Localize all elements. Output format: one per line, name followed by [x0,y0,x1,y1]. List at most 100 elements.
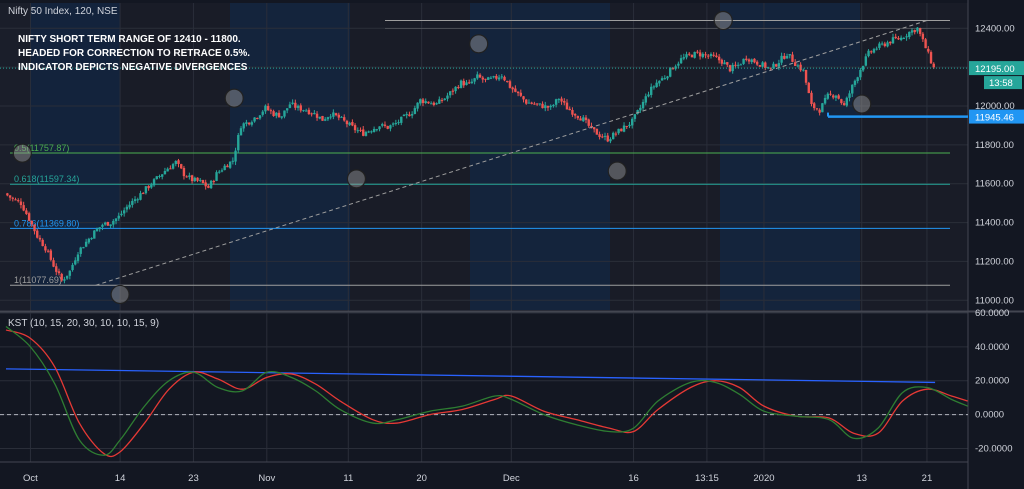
candle[interactable] [870,51,873,53]
candle[interactable] [663,78,666,80]
candle[interactable] [41,239,44,247]
candle[interactable] [701,53,705,58]
candle[interactable] [98,227,101,230]
candle[interactable] [853,80,857,85]
candle[interactable] [818,109,821,113]
candle[interactable] [128,204,131,208]
candle[interactable] [150,184,153,188]
candle[interactable] [408,114,411,117]
candle[interactable] [63,279,66,281]
candle[interactable] [709,54,713,57]
candle[interactable] [402,114,406,117]
candle[interactable] [220,170,224,172]
candle[interactable] [791,54,794,62]
candle[interactable] [886,42,889,47]
candle[interactable] [185,176,188,178]
candle[interactable] [856,77,859,82]
candle[interactable] [299,105,302,111]
candle[interactable] [391,123,395,125]
candle[interactable] [641,101,645,109]
support-tag[interactable] [969,109,1024,124]
candle[interactable] [595,128,599,135]
drawing-marker[interactable] [110,284,130,305]
candle[interactable] [815,108,819,110]
candle[interactable] [712,54,715,56]
candle[interactable] [484,78,487,80]
candle[interactable] [109,224,112,226]
candle[interactable] [707,55,710,57]
candle[interactable] [549,105,552,108]
candle[interactable] [497,77,501,80]
candle[interactable] [65,275,69,279]
candle[interactable] [421,99,425,104]
candle[interactable] [832,95,835,98]
candle[interactable] [30,220,34,225]
candle[interactable] [261,111,264,115]
candle[interactable] [19,201,23,206]
candle[interactable] [747,59,751,62]
candle[interactable] [666,76,669,79]
candle[interactable] [76,254,80,261]
candle[interactable] [745,58,748,60]
candle[interactable] [690,54,694,58]
candle[interactable] [218,171,221,173]
candle[interactable] [467,82,471,84]
candle[interactable] [416,102,419,109]
candle[interactable] [87,238,91,243]
candle[interactable] [193,177,197,181]
candle[interactable] [324,119,327,121]
candle[interactable] [465,82,468,86]
candle[interactable] [343,117,346,121]
candle[interactable] [457,87,460,89]
candle[interactable] [27,213,31,221]
candle[interactable] [68,270,72,276]
candle[interactable] [527,102,531,104]
candle[interactable] [446,95,449,99]
candle[interactable] [302,110,305,112]
candle[interactable] [650,86,653,95]
candle[interactable] [802,69,805,71]
candle[interactable] [378,126,381,130]
candle[interactable] [780,55,783,63]
candle[interactable] [307,109,311,115]
candle[interactable] [859,69,862,78]
candle[interactable] [250,122,254,125]
candle[interactable] [639,107,642,111]
candle[interactable] [177,160,180,164]
candle[interactable] [603,135,607,137]
candle[interactable] [49,250,53,260]
candle[interactable] [573,113,577,116]
candle[interactable] [269,110,273,112]
candle[interactable] [6,193,9,196]
candle[interactable] [272,111,275,117]
candle[interactable] [310,113,313,115]
candle[interactable] [14,199,17,201]
rising-trend-line[interactable] [95,20,928,286]
candle[interactable] [813,103,816,109]
candle[interactable] [351,122,354,126]
candle[interactable] [587,119,590,126]
candle[interactable] [17,200,20,202]
candle[interactable] [454,86,457,92]
candle[interactable] [682,57,686,59]
candle[interactable] [772,63,775,69]
candle[interactable] [209,180,213,189]
candle[interactable] [552,104,555,107]
candle[interactable] [326,117,330,120]
candle[interactable] [511,87,514,90]
last-price-tag[interactable] [969,61,1024,76]
candle[interactable] [294,102,297,108]
candle[interactable] [902,38,906,40]
candle[interactable] [696,51,699,53]
candle[interactable] [79,247,82,254]
candle[interactable] [601,136,604,138]
candle[interactable] [929,52,933,64]
candle[interactable] [736,64,740,66]
candle[interactable] [834,95,838,98]
candle[interactable] [679,58,683,64]
candle[interactable] [405,114,408,116]
candle[interactable] [375,129,379,131]
candle[interactable] [582,117,585,122]
candle[interactable] [427,101,430,104]
